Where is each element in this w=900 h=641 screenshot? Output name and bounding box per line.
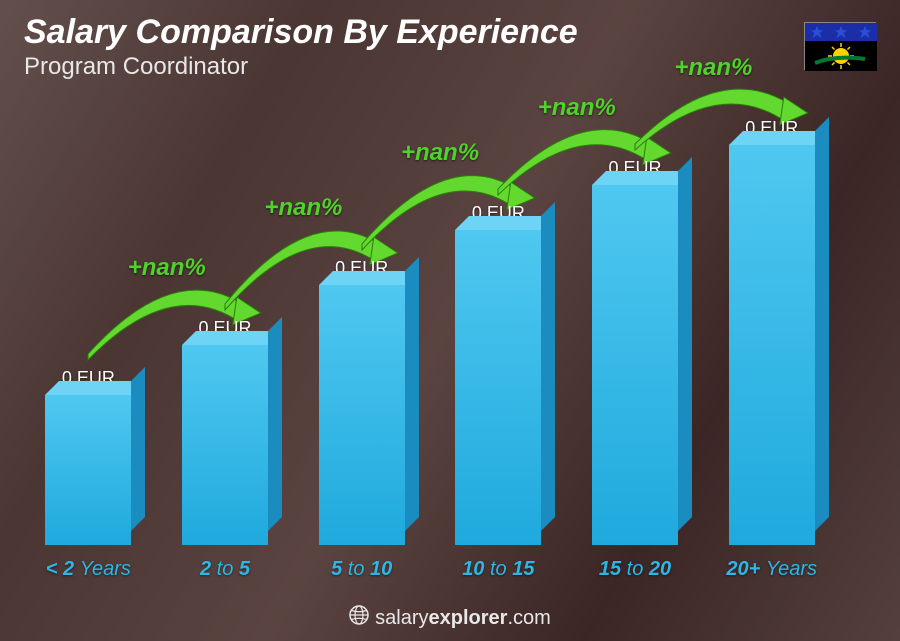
xaxis-category-label: 2 to 5 bbox=[157, 558, 294, 581]
footer-bold: explorer bbox=[429, 607, 508, 629]
footer-plain: salary bbox=[375, 607, 428, 629]
bar-slot: 0 EUR bbox=[157, 318, 294, 545]
bars-row: 0 EUR0 EUR0 EUR0 EUR0 EUR0 EUR bbox=[20, 105, 840, 545]
guadeloupe-flag bbox=[804, 22, 876, 70]
bar-slot: 0 EUR bbox=[567, 158, 704, 545]
footer-suffix: .com bbox=[507, 607, 550, 629]
bar bbox=[182, 345, 268, 545]
xaxis-category-label: < 2 Years bbox=[20, 558, 157, 581]
footer: salaryexplorer.com bbox=[0, 605, 900, 631]
footer-text: salaryexplorer.com bbox=[375, 607, 551, 630]
bar bbox=[455, 230, 541, 545]
bar bbox=[729, 145, 815, 545]
bar bbox=[592, 185, 678, 545]
bar-slot: 0 EUR bbox=[20, 368, 157, 545]
title-block: Salary Comparison By Experience Program … bbox=[24, 14, 578, 81]
chart-area: +nan%+nan%+nan%+nan%+nan% 0 EUR0 EUR0 EU… bbox=[20, 100, 840, 581]
subtitle: Program Coordinator bbox=[24, 53, 578, 81]
bar bbox=[45, 395, 131, 545]
main-title: Salary Comparison By Experience bbox=[24, 14, 578, 51]
bar bbox=[319, 285, 405, 545]
globe-icon bbox=[349, 605, 369, 631]
increment-pct-label: +nan% bbox=[674, 54, 752, 82]
xaxis-category-label: 10 to 15 bbox=[430, 558, 567, 581]
xaxis-category-label: 15 to 20 bbox=[567, 558, 704, 581]
xaxis-category-label: 5 to 10 bbox=[293, 558, 430, 581]
xaxis-category-label: 20+ Years bbox=[703, 558, 840, 581]
bar-slot: 0 EUR bbox=[293, 258, 430, 545]
bar-slot: 0 EUR bbox=[430, 203, 567, 545]
bar-slot: 0 EUR bbox=[703, 118, 840, 545]
xaxis-row: < 2 Years2 to 55 to 1010 to 1515 to 2020… bbox=[20, 558, 840, 581]
